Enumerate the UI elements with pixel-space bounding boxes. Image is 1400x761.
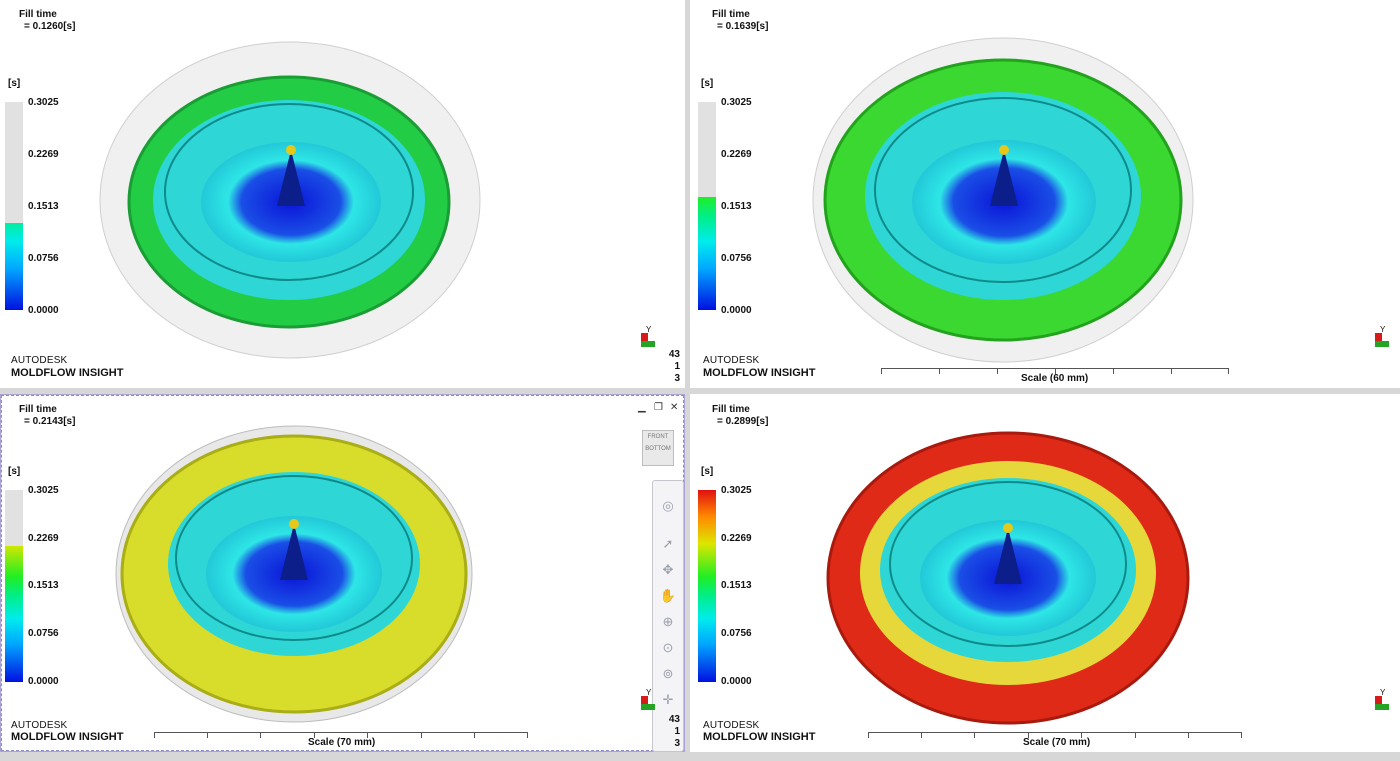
scale-bar [868,732,1242,746]
result-title: Fill time [712,404,750,415]
restore-icon[interactable]: ❐ [654,402,663,413]
viewport-bottom-left[interactable]: Fill time = 0.2143[s] [s] 0.3025 0.2269 … [0,394,685,752]
brand-autodesk: AUTODESK [11,355,68,366]
legend-tick: 0.3025 [721,485,752,496]
result-value: = 0.1260[s] [24,21,76,32]
navigation-bar: ◎ ➚ ✥ ✋ ⊕ ⊙ ⊚ ✛ [652,480,684,752]
brand-moldflow: MOLDFLOW INSIGHT [703,731,816,743]
brand-moldflow: MOLDFLOW INSIGHT [11,367,124,379]
legend-tick: 0.0000 [28,676,59,687]
legend-fill [5,546,23,682]
scale-label: Scale (70 mm) [308,737,376,748]
orbit-icon[interactable]: ✥ [662,562,674,577]
coord-readout: 43 1 3 [668,349,680,384]
brand-autodesk: AUTODESK [11,720,68,731]
legend-tick: 0.3025 [28,97,59,108]
color-legend [5,490,23,682]
legend-unit: [s] [8,466,21,477]
part-model[interactable] [95,30,495,375]
color-legend [698,490,716,682]
legend-tick: 0.3025 [28,485,59,496]
pan-icon[interactable]: ✋ [659,588,677,603]
result-title: Fill time [712,9,750,20]
result-value: = 0.2899[s] [717,416,769,427]
legend-tick: 0.0000 [721,305,752,316]
result-value: = 0.1639[s] [717,21,769,32]
close-icon[interactable]: ✕ [670,402,679,413]
scale-bar [881,368,1229,382]
result-title: Fill time [19,9,57,20]
axis-triad-icon[interactable]: Y [1375,325,1389,349]
legend-unit: [s] [8,78,21,89]
result-value: = 0.2143[s] [24,416,76,427]
viewport-bottom-right[interactable]: Fill time = 0.2899[s] [s] 0.3025 0.2269 … [690,394,1400,752]
zoom-in-icon[interactable]: ⊕ [662,614,674,629]
brand-moldflow: MOLDFLOW INSIGHT [703,367,816,379]
viewcube[interactable]: FRONT BOTTOM [642,430,674,466]
legend-tick: 0.0000 [721,676,752,687]
legend-fill [5,223,23,310]
zoom-icon[interactable]: ⊙ [662,640,674,655]
legend-tick: 0.1513 [28,201,59,212]
axis-triad-icon[interactable]: Y [641,688,655,712]
brand-moldflow: MOLDFLOW INSIGHT [11,731,124,743]
legend-tick: 0.1513 [721,201,752,212]
part-model[interactable] [808,30,1208,375]
legend-tick: 0.1513 [28,580,59,591]
legend-fill [698,490,716,682]
scale-bar [154,732,528,746]
legend-unit: [s] [701,78,714,89]
legend-tick: 0.1513 [721,580,752,591]
legend-tick: 0.2269 [721,149,752,160]
minimize-icon[interactable]: ▁ [638,402,646,413]
select-icon[interactable]: ➚ [662,536,674,551]
legend-tick: 0.0756 [28,253,59,264]
zoom-fit-icon[interactable]: ⊚ [662,666,674,681]
color-legend [5,102,23,310]
legend-tick: 0.0756 [721,628,752,639]
legend-tick: 0.2269 [28,533,59,544]
axis-triad-icon[interactable]: Y [1375,688,1389,712]
viewport-top-left[interactable]: Fill time = 0.1260[s] [s] 0.3025 0.2269 … [0,0,685,388]
steering-wheel-icon[interactable]: ◎ [662,498,674,513]
legend-tick: 0.0756 [28,628,59,639]
legend-unit: [s] [701,466,714,477]
center-icon[interactable]: ✛ [662,692,674,707]
color-legend [698,102,716,310]
result-title: Fill time [19,404,57,415]
part-model[interactable] [824,428,1194,728]
viewport-top-right[interactable]: Fill time = 0.1639[s] [s] 0.3025 0.2269 … [690,0,1400,388]
legend-tick: 0.2269 [28,149,59,160]
part-model[interactable] [112,424,482,724]
scale-label: Scale (60 mm) [1021,373,1089,384]
legend-tick: 0.2269 [721,533,752,544]
legend-tick: 0.0756 [721,253,752,264]
brand-autodesk: AUTODESK [703,355,760,366]
legend-fill [698,197,716,310]
legend-tick: 0.0000 [28,305,59,316]
legend-tick: 0.3025 [721,97,752,108]
axis-triad-icon[interactable]: Y [641,325,655,349]
coord-readout: 43 1 3 [668,714,680,749]
brand-autodesk: AUTODESK [703,720,760,731]
scale-label: Scale (70 mm) [1023,737,1091,748]
